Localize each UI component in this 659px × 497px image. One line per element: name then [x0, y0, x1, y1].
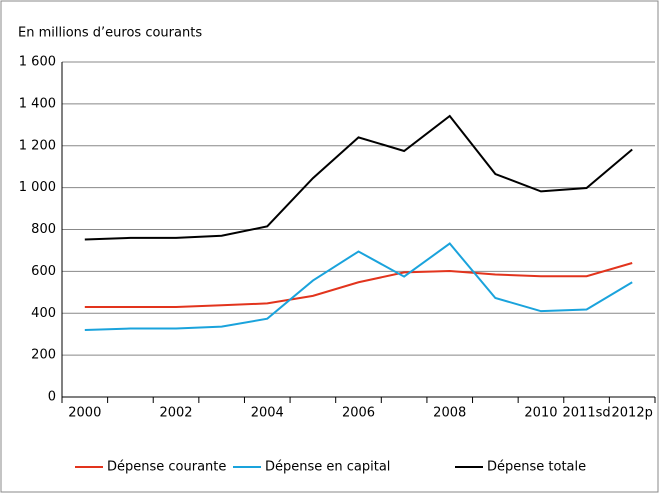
y-tick-label: 400 — [31, 306, 56, 321]
y-tick-label: 200 — [31, 348, 56, 363]
x-tick-label: 2004 — [251, 406, 284, 421]
legend-label: Dépense courante — [107, 460, 226, 475]
x-tick-label: 2012p — [612, 406, 653, 421]
series-line — [84, 262, 633, 308]
x-tick-label: 2002 — [159, 406, 192, 421]
legend-label: Dépense en capital — [265, 460, 390, 475]
y-tick-label: 1 600 — [19, 55, 56, 70]
x-tick-label: 2008 — [433, 406, 466, 421]
chart-title: En millions d’euros courants — [18, 26, 202, 41]
series-line — [84, 114, 633, 241]
series-line — [84, 242, 633, 331]
y-tick-label: 0 — [48, 390, 56, 405]
y-tick-label: 600 — [31, 264, 56, 279]
y-tick-label: 800 — [31, 222, 56, 237]
x-tick-label: 2011sd — [563, 406, 611, 421]
legend-label: Dépense totale — [487, 460, 586, 475]
x-tick-label: 2010 — [524, 406, 557, 421]
y-tick-label: 1 200 — [19, 138, 56, 153]
x-tick-label: 2006 — [342, 406, 375, 421]
y-tick-label: 1 400 — [19, 96, 56, 111]
x-tick-label: 2000 — [68, 406, 101, 421]
y-tick-label: 1 000 — [19, 180, 56, 195]
